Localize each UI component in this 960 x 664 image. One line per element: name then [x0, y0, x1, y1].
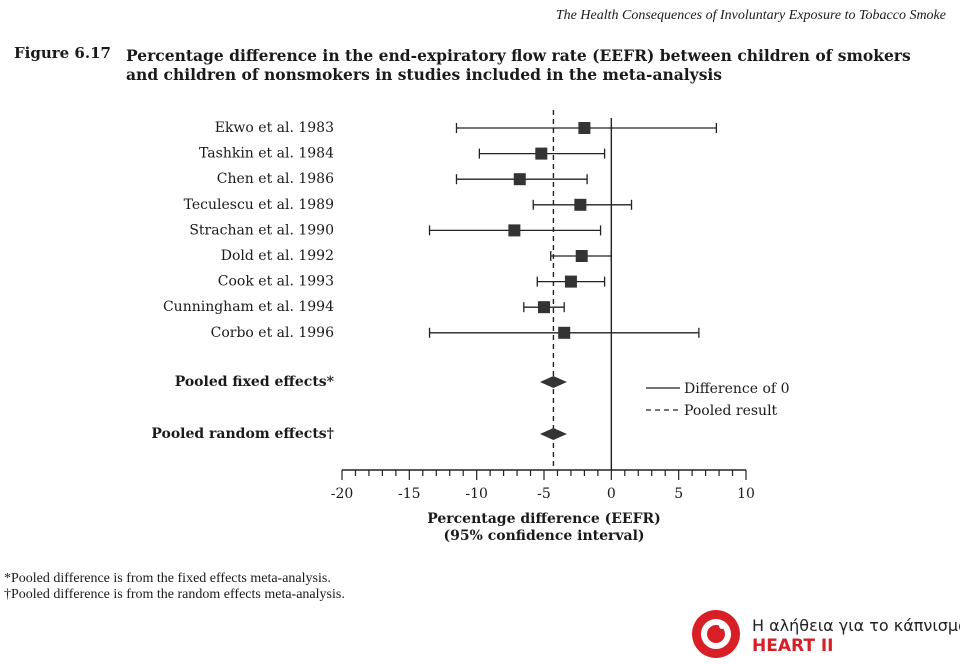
logo-tagline: Η αλήθεια για το κάπνισμα — [752, 616, 960, 635]
heart-logo-icon — [692, 610, 740, 658]
logo-brand: HEART II — [752, 636, 834, 656]
study-label: Corbo et al. 1996 — [211, 325, 334, 341]
x-tick-label: 5 — [674, 486, 683, 502]
study-label: Chen et al. 1986 — [217, 171, 334, 187]
pooled-label: Pooled random effects† — [151, 426, 334, 442]
point-estimate — [558, 326, 571, 339]
point-estimate — [513, 173, 526, 186]
study-label: Cook et al. 1993 — [218, 274, 334, 290]
point-estimate — [535, 147, 548, 160]
heart-logo: Η αλήθεια για το κάπνισμα HEART II — [690, 608, 960, 660]
x-tick-label: -10 — [465, 486, 488, 502]
running-head: The Health Consequences of Involuntary E… — [555, 8, 946, 23]
point-estimate — [574, 198, 587, 211]
study-label: Tashkin et al. 1984 — [199, 146, 334, 162]
x-tick-label: 10 — [737, 486, 755, 502]
study-label: Dold et al. 1992 — [221, 248, 334, 264]
x-axis-label: Percentage difference (EEFR) — [427, 511, 661, 527]
point-estimate — [564, 275, 577, 288]
x-tick-label: 0 — [607, 486, 616, 502]
study-label: Strachan et al. 1990 — [189, 222, 334, 238]
study-label: Teculescu et al. 1989 — [184, 197, 334, 213]
study-label: Ekwo et al. 1983 — [215, 120, 334, 136]
point-estimate — [508, 224, 521, 237]
point-estimate — [538, 301, 550, 314]
x-tick-label: -20 — [331, 486, 354, 502]
x-tick-label: -5 — [537, 486, 551, 502]
figure-label: Figure 6.17 — [14, 44, 111, 62]
x-tick-label: -15 — [398, 486, 421, 502]
study-label: Cunningham et al. 1994 — [163, 299, 334, 315]
footnotes: *Pooled difference is from the fixed eff… — [4, 571, 345, 603]
figure-title: Percentage difference in the end-expirat… — [126, 46, 911, 84]
footnote-random: †Pooled difference is from the random ef… — [4, 587, 345, 602]
pooled-label: Pooled fixed effects* — [175, 374, 335, 390]
pooled-diamond — [539, 428, 567, 440]
footnote-fixed: *Pooled difference is from the fixed eff… — [4, 571, 331, 586]
forest-plot: Ekwo et al. 1983 Tashkin et al. 1984 Chen … — [151, 110, 789, 544]
point-estimate — [575, 250, 588, 262]
legend-label: Pooled result — [684, 403, 778, 419]
pooled-diamond — [539, 376, 567, 388]
legend-label: Difference of 0 — [684, 381, 789, 397]
point-estimate — [578, 122, 591, 134]
x-axis-label-sub: (95% confidence interval) — [443, 528, 644, 544]
